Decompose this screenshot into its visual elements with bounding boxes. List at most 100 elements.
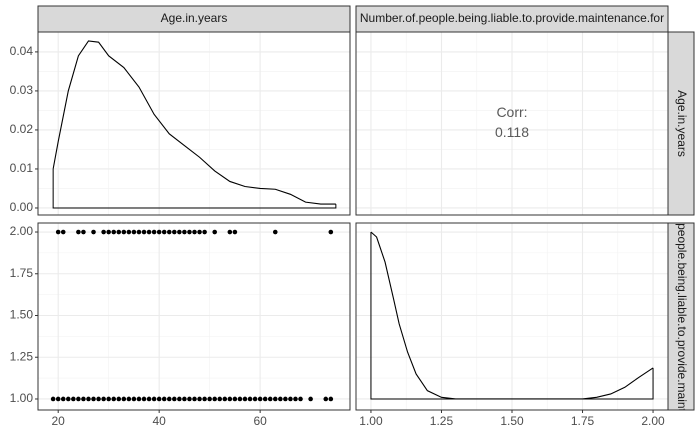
y-tick-label: 0.02 [10, 122, 34, 136]
density-outline [52, 168, 337, 209]
point [187, 229, 192, 235]
point [106, 229, 111, 235]
point [267, 396, 273, 402]
strip-label: Age.in.years [675, 90, 689, 157]
point [126, 396, 132, 402]
panel-background [38, 223, 350, 410]
point [272, 229, 278, 235]
point [151, 396, 157, 402]
density-line [370, 231, 654, 400]
y-tick-label: 0.01 [10, 161, 34, 175]
point [328, 229, 334, 235]
point [172, 229, 177, 235]
x-tick-label: 2.00 [641, 414, 665, 428]
point [151, 229, 157, 235]
point [111, 229, 117, 235]
point [55, 229, 61, 235]
point [247, 396, 253, 402]
point [106, 396, 111, 402]
point [182, 229, 187, 235]
point [323, 396, 329, 402]
x-tick-label: 20 [52, 414, 66, 428]
point [156, 229, 162, 235]
point [257, 396, 263, 402]
point [182, 396, 187, 402]
point [101, 396, 106, 402]
point [242, 396, 248, 402]
point [202, 396, 207, 402]
y-tick-label: 0.00 [10, 200, 34, 214]
panel [37, 31, 351, 216]
point [55, 396, 61, 402]
point [202, 229, 207, 235]
strip-box [37, 5, 351, 33]
y-tick-label: 1.00 [10, 391, 34, 405]
x-tick-label: 60 [253, 414, 267, 428]
point [121, 396, 127, 402]
point [81, 229, 86, 235]
x-tick-label: 1.00 [359, 414, 383, 428]
point [232, 396, 238, 402]
y-tick-label: 0.04 [10, 44, 34, 58]
panel [355, 222, 669, 411]
corr-value: 0.118 [495, 124, 529, 140]
corr-label: Corr: [496, 104, 527, 120]
row-strip: Age.in.years Number.of.people.being.liab… [667, 31, 695, 411]
point [91, 229, 96, 235]
point [146, 396, 152, 402]
panel-border [37, 222, 351, 411]
point [121, 229, 127, 235]
point [111, 396, 117, 402]
point [237, 396, 243, 402]
point [116, 229, 122, 235]
point [131, 396, 137, 402]
point [71, 396, 76, 402]
point [136, 229, 142, 235]
panel-background [38, 32, 350, 215]
point [161, 396, 167, 402]
point [177, 396, 182, 402]
strip-label: Number.of.people.being.liable.to.provide… [360, 11, 664, 25]
point [156, 396, 162, 402]
y-tick-label: 1.25 [10, 349, 34, 363]
point [60, 396, 66, 402]
point [166, 396, 172, 402]
point [146, 229, 152, 235]
point [197, 396, 202, 402]
point [298, 396, 303, 402]
point [293, 396, 298, 402]
point [65, 396, 71, 402]
strip-box [355, 5, 669, 33]
point [131, 229, 137, 235]
point [262, 396, 268, 402]
point [252, 396, 258, 402]
point [126, 229, 132, 235]
point [288, 396, 293, 402]
point [177, 229, 182, 235]
point [136, 396, 142, 402]
point [192, 396, 197, 402]
point [141, 396, 147, 402]
x-tick-label: 40 [152, 414, 166, 428]
point [116, 396, 122, 402]
point [101, 229, 106, 235]
point [50, 396, 56, 402]
point [272, 396, 278, 402]
x-tick-label: 1.50 [500, 414, 524, 428]
point [60, 229, 66, 235]
point [141, 229, 147, 235]
point [161, 229, 167, 235]
y-tick-label: 1.75 [10, 266, 34, 280]
point [212, 229, 217, 235]
strip-label: Age.in.years [161, 11, 228, 25]
point [166, 229, 172, 235]
strip-box [667, 31, 695, 216]
point [222, 396, 228, 402]
point [76, 229, 81, 235]
panel [37, 222, 351, 411]
point [283, 396, 288, 402]
point [207, 396, 212, 402]
x-tick-label: 1.25 [430, 414, 454, 428]
